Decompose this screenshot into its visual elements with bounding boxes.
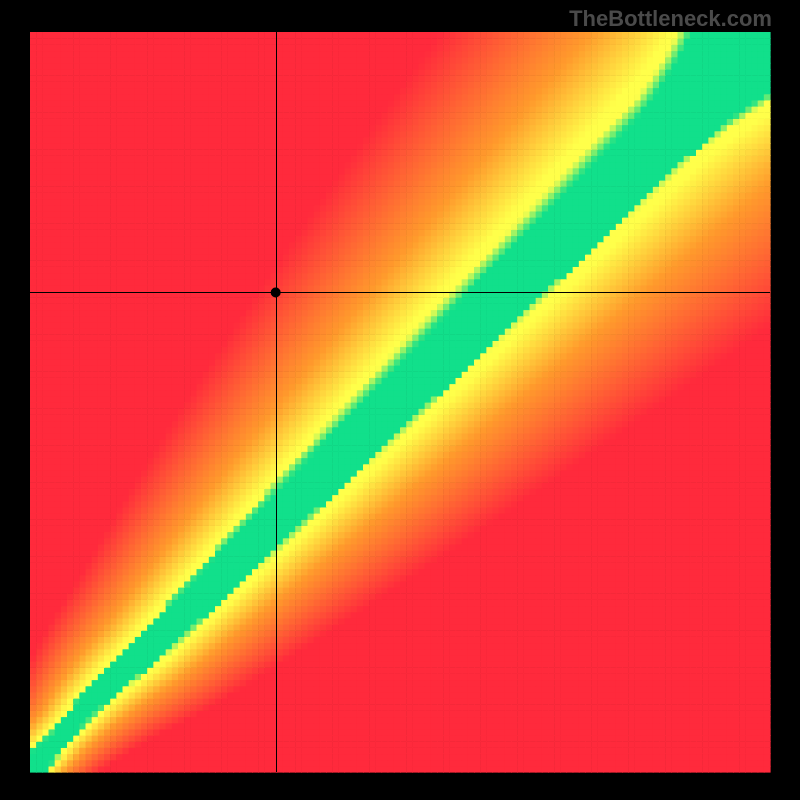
chart-container: TheBottleneck.com xyxy=(0,0,800,800)
bottleneck-heatmap xyxy=(0,0,800,800)
watermark-text: TheBottleneck.com xyxy=(569,6,772,32)
